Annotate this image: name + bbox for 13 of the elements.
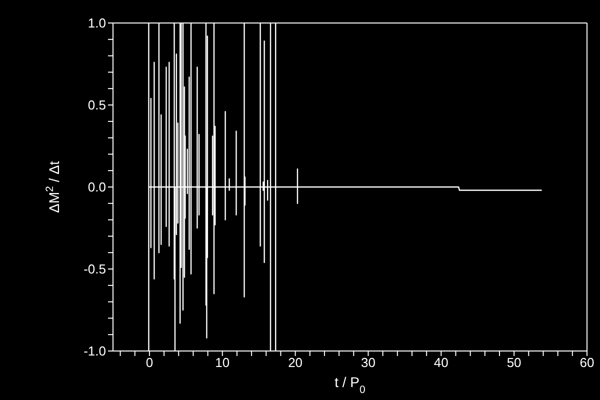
x-tick-label: 30: [360, 355, 376, 370]
y-tick-label: 0.0: [88, 180, 106, 195]
y-tick-label: -0.5: [84, 262, 106, 277]
x-tick-label: 40: [434, 355, 448, 370]
x-tick-label: 0: [146, 355, 154, 370]
y-tick-label: 0.5: [88, 98, 106, 113]
x-tick-label: 10: [215, 355, 230, 370]
x-tick-label: 20: [288, 355, 303, 370]
y-tick-label: -1.0: [84, 344, 106, 359]
x-axis-title: t / P$_{0}$: [334, 374, 366, 396]
x-tick-label: 50: [506, 355, 522, 370]
x-tick-label: 60: [580, 355, 594, 370]
y-tick-label: 1.0: [88, 16, 106, 31]
